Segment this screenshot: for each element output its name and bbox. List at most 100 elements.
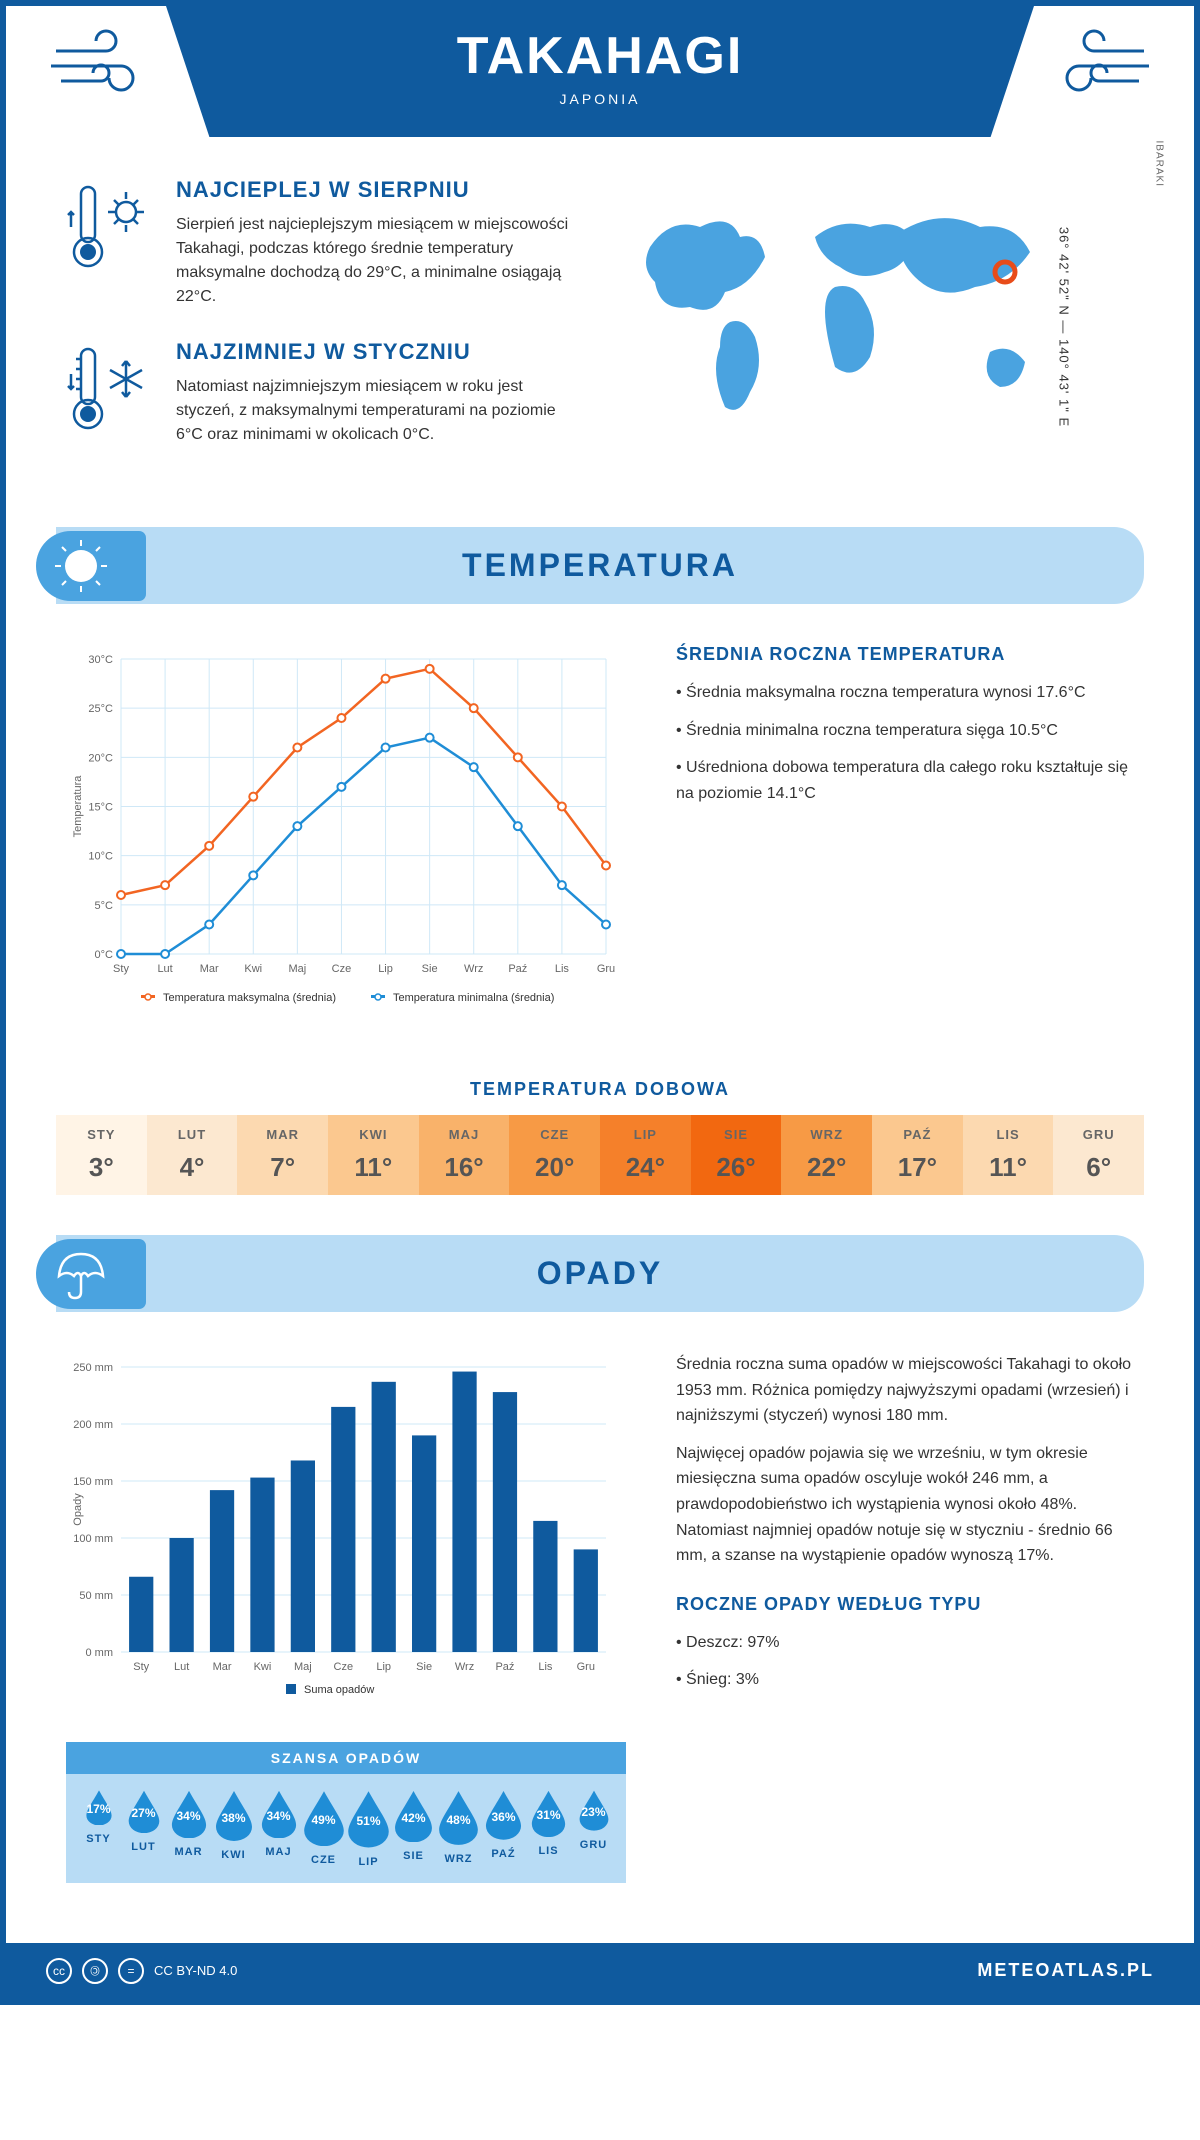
wind-icon-left xyxy=(46,26,156,111)
intro-section: NAJCIEPLEJ W SIERPNIU Sierpień jest najc… xyxy=(6,137,1194,507)
svg-text:Kwi: Kwi xyxy=(254,1661,272,1673)
temp-cell-month: MAJ xyxy=(419,1127,510,1142)
svg-text:30°C: 30°C xyxy=(88,654,113,666)
cold-block: NAJZIMNIEJ W STYCZNIU Natomiast najzimni… xyxy=(66,339,580,447)
rain-drop-cell: 36% PAŹ xyxy=(481,1789,526,1868)
temp-cell-month: PAŹ xyxy=(872,1127,963,1142)
raindrop-month: STY xyxy=(76,1833,121,1845)
raindrop-month: MAR xyxy=(166,1846,211,1858)
header-wrap: TAKAHAGI JAPONIA xyxy=(6,6,1194,137)
rain-drop-cell: 17% STY xyxy=(76,1789,121,1868)
temp-cell-month: CZE xyxy=(509,1127,600,1142)
raindrop-percent: 51% xyxy=(356,1814,380,1828)
raindrop-month: SIE xyxy=(391,1850,436,1862)
raindrop-percent: 49% xyxy=(311,1813,335,1827)
daily-temp-table: STY3°LUT4°MAR7°KWI11°MAJ16°CZE20°LIP24°S… xyxy=(56,1115,1144,1195)
precipitation-title: OPADY xyxy=(56,1255,1144,1292)
temp-cell-value: 6° xyxy=(1053,1152,1144,1183)
license-text: CC BY-ND 4.0 xyxy=(154,1963,237,1978)
raindrop-month: KWI xyxy=(211,1849,256,1861)
rain-drop-cell: 38% KWI xyxy=(211,1789,256,1868)
intro-right: IBARAKI 36° 42' 52" N — 140° 43' 1" E xyxy=(620,177,1134,477)
temp-cell: KWI11° xyxy=(328,1115,419,1195)
precipitation-chart: 0 mm50 mm100 mm150 mm200 mm250 mmStyLutM… xyxy=(66,1352,626,1883)
svg-text:0°C: 0°C xyxy=(95,949,114,961)
raindrop-percent: 27% xyxy=(131,1806,155,1820)
svg-text:Lut: Lut xyxy=(157,963,172,975)
svg-text:Cze: Cze xyxy=(334,1661,354,1673)
rain-drop-cell: 51% LIP xyxy=(346,1789,391,1868)
svg-text:Temperatura minimalna (średnia: Temperatura minimalna (średnia) xyxy=(393,992,554,1004)
country-name: JAPONIA xyxy=(166,91,1034,107)
temp-cell-value: 24° xyxy=(600,1152,691,1183)
svg-text:Lis: Lis xyxy=(555,963,570,975)
temp-cell-value: 17° xyxy=(872,1152,963,1183)
region-label: IBARAKI xyxy=(1153,141,1164,187)
svg-text:Sty: Sty xyxy=(133,1661,149,1673)
cold-body: Natomiast najzimniejszym miesiącem w rok… xyxy=(176,375,580,447)
svg-text:100 mm: 100 mm xyxy=(73,1533,113,1545)
thermometer-cold-icon xyxy=(66,339,156,447)
raindrop-icon: 38% xyxy=(214,1789,254,1841)
raindrop-month: LUT xyxy=(121,1841,166,1853)
svg-text:Gru: Gru xyxy=(597,963,615,975)
temp-bullet-2: • Uśredniona dobowa temperatura dla całe… xyxy=(676,755,1134,806)
precip-text-1: Średnia roczna suma opadów w miejscowośc… xyxy=(676,1352,1134,1429)
svg-text:Temperatura: Temperatura xyxy=(72,775,84,838)
temp-cell: STY3° xyxy=(56,1115,147,1195)
precip-type-1: • Śnieg: 3% xyxy=(676,1667,1134,1693)
svg-text:20°C: 20°C xyxy=(88,752,113,764)
raindrop-icon: 36% xyxy=(484,1789,523,1840)
raindrop-percent: 23% xyxy=(581,1805,605,1819)
svg-text:Kwi: Kwi xyxy=(244,963,262,975)
svg-text:Mar: Mar xyxy=(213,1661,232,1673)
raindrop-percent: 17% xyxy=(86,1802,110,1816)
precip-type-0: • Deszcz: 97% xyxy=(676,1630,1134,1656)
raindrop-month: PAŹ xyxy=(481,1848,526,1860)
hot-title: NAJCIEPLEJ W SIERPNIU xyxy=(176,177,580,203)
svg-text:Lip: Lip xyxy=(378,963,393,975)
precipitation-banner: OPADY xyxy=(56,1235,1144,1312)
svg-text:Paź: Paź xyxy=(495,1661,514,1673)
temperature-banner: TEMPERATURA xyxy=(56,527,1144,604)
license: cc 🄯 = CC BY-ND 4.0 xyxy=(46,1958,237,1984)
svg-text:Sie: Sie xyxy=(422,963,438,975)
cold-text: NAJZIMNIEJ W STYCZNIU Natomiast najzimni… xyxy=(176,339,580,447)
temp-cell: CZE 20° xyxy=(509,1115,600,1195)
temp-bullet-1: • Średnia minimalna roczna temperatura s… xyxy=(676,718,1134,744)
temperature-info: ŚREDNIA ROCZNA TEMPERATURA • Średnia mak… xyxy=(676,644,1134,1029)
temp-bullet-0: • Średnia maksymalna roczna temperatura … xyxy=(676,680,1134,706)
temp-cell: LUT4° xyxy=(147,1115,238,1195)
raindrop-icon: 48% xyxy=(437,1789,480,1845)
svg-text:250 mm: 250 mm xyxy=(73,1362,113,1374)
temp-cell-value: 22° xyxy=(781,1152,872,1183)
nd-icon: = xyxy=(118,1958,144,1984)
svg-text:10°C: 10°C xyxy=(88,851,113,863)
temp-cell-value: 11° xyxy=(328,1152,419,1183)
svg-text:Opady: Opady xyxy=(72,1493,84,1526)
wind-icon-right xyxy=(1044,26,1154,111)
raindrop-month: LIP xyxy=(346,1856,391,1868)
rain-drop-cell: 23% GRU xyxy=(571,1789,616,1868)
rain-drop-cell: 27% LUT xyxy=(121,1789,166,1868)
raindrop-percent: 48% xyxy=(446,1813,470,1827)
svg-text:Wrz: Wrz xyxy=(455,1661,474,1673)
svg-text:Lis: Lis xyxy=(538,1661,553,1673)
hot-text: NAJCIEPLEJ W SIERPNIU Sierpień jest najc… xyxy=(176,177,580,309)
temp-cell: MAR7° xyxy=(237,1115,328,1195)
raindrop-icon: 34% xyxy=(170,1789,208,1838)
temp-cell-value: 3° xyxy=(56,1152,147,1183)
temp-cell-value: 4° xyxy=(147,1152,238,1183)
svg-text:Maj: Maj xyxy=(294,1661,312,1673)
temp-cell-value: 20° xyxy=(509,1152,600,1183)
raindrop-icon: 31% xyxy=(530,1789,567,1837)
temp-cell: LIS11° xyxy=(963,1115,1054,1195)
rain-drop-cell: 48% WRZ xyxy=(436,1789,481,1868)
cc-icon: cc xyxy=(46,1958,72,1984)
rain-chance-title: SZANSA OPADÓW xyxy=(66,1742,626,1774)
temp-cell: SIE26° xyxy=(691,1115,782,1195)
raindrop-icon: 42% xyxy=(393,1789,434,1842)
raindrop-icon: 49% xyxy=(302,1789,346,1846)
precip-type-title: ROCZNE OPADY WEDŁUG TYPU xyxy=(676,1594,1134,1615)
temp-cell-value: 26° xyxy=(691,1152,782,1183)
